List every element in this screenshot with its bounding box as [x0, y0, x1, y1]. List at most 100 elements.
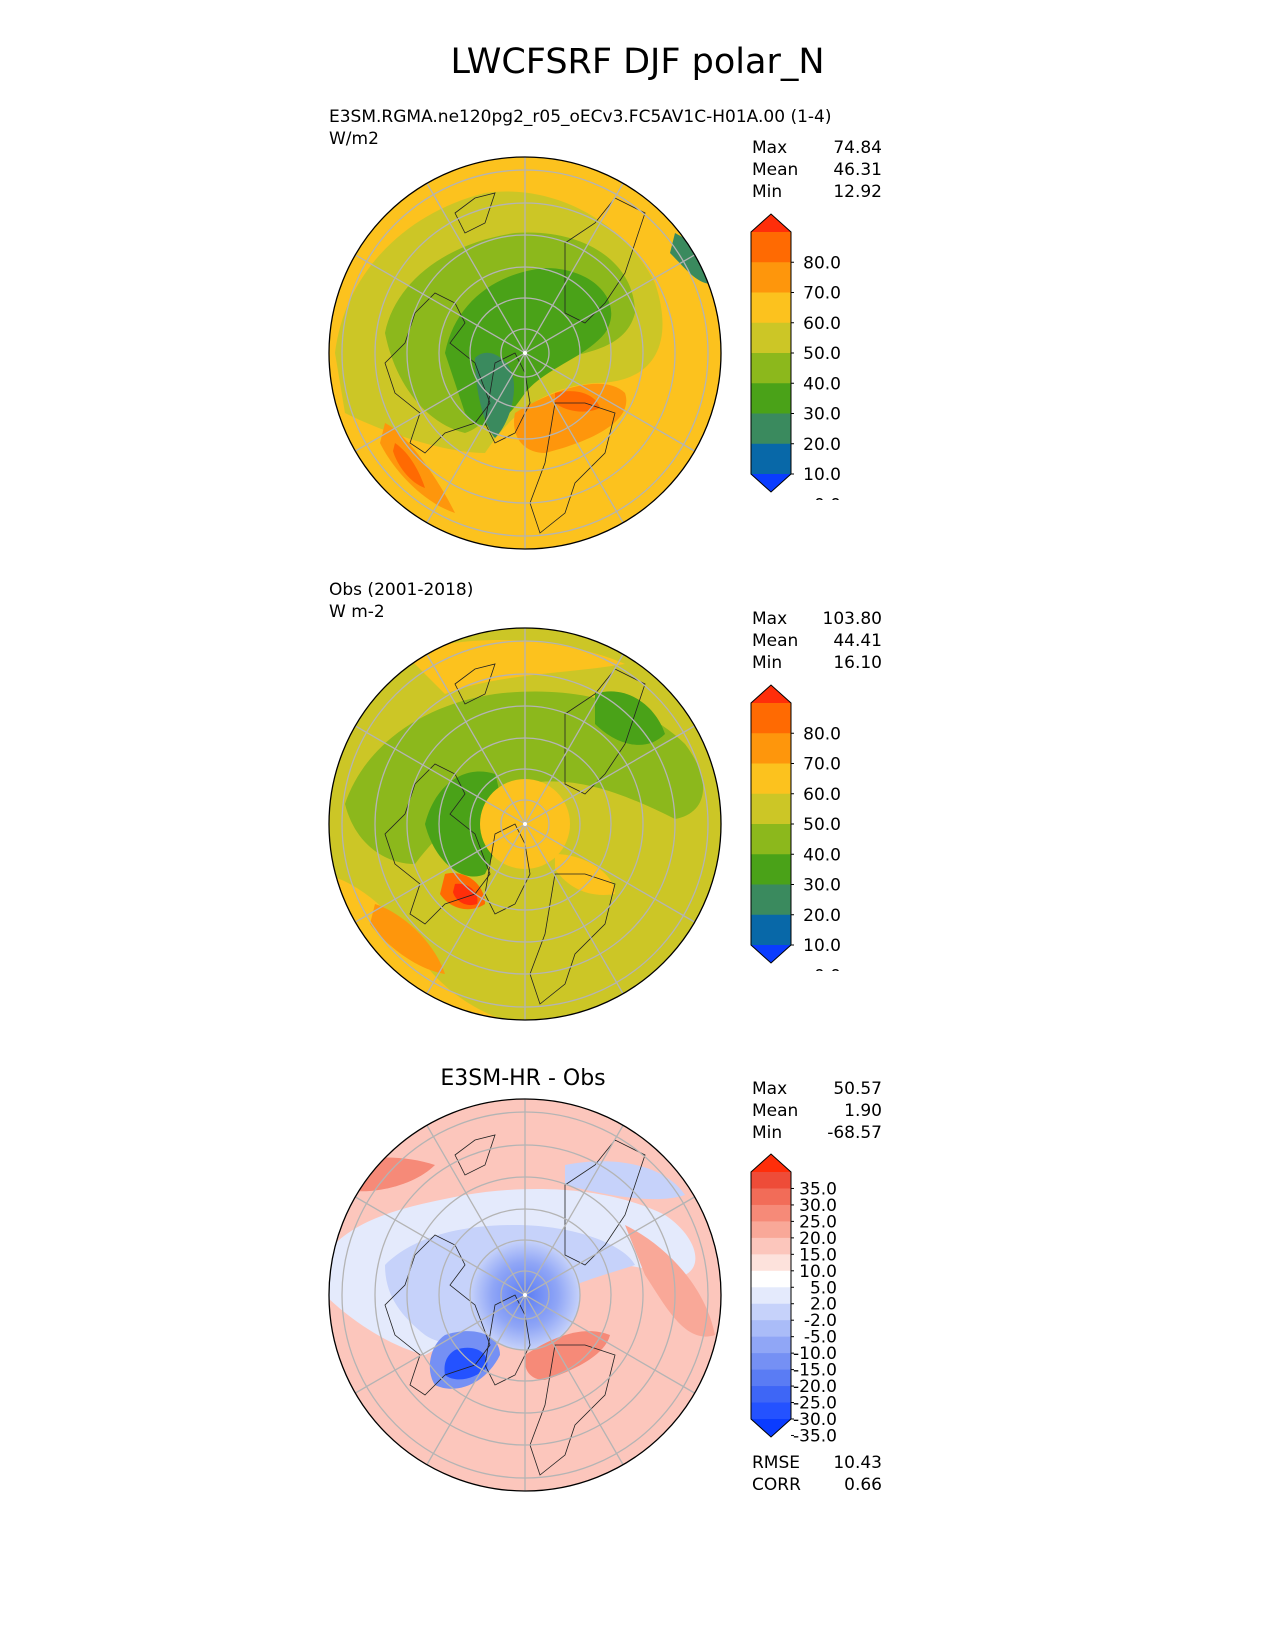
colorbar-tick-label: -2.0 [804, 1311, 837, 1331]
panel3-corr-value: 0.66 [844, 1475, 882, 1495]
colorbar-extend-min [751, 1419, 791, 1437]
colorbar-tick-label: 60.0 [803, 785, 841, 805]
colorbar-tick-label: 60.0 [803, 314, 841, 334]
panel1-polar-map [328, 156, 722, 550]
panel1-colorbar: 80.0 70.0 60.0 50.0 40.0 30.0 20.0 10.0 0.0 [750, 213, 841, 500]
colorbar-tick-label: 70.0 [803, 284, 841, 304]
colorbar-segment [751, 1369, 791, 1387]
panel2-map-boundary [328, 627, 722, 1021]
colorbar-tick-label: 0.0 [814, 495, 841, 500]
panel1-units: W/m2 [329, 129, 379, 149]
panel2-coastline-alaska [454, 663, 496, 705]
colorbar-segment [751, 733, 791, 764]
panel3-colorbar: 35.030.025.020.015.010.05.02.0-2.0-5.0-1… [750, 1153, 837, 1445]
colorbar-segment [751, 1188, 791, 1206]
colorbar-segment [751, 1204, 791, 1222]
colorbar-segment [751, 1303, 791, 1321]
panel3-metrics: RMSE 10.43 CORR 0.66 [752, 1452, 882, 1496]
panel1-stat-mean-label: Mean [752, 160, 799, 180]
panel2-colorbar: 80.0 70.0 60.0 50.0 40.0 30.0 20.0 10.0 0.0 [750, 684, 841, 971]
panel3-rmse-value: 10.43 [833, 1453, 882, 1473]
panel3-contour-siberia-neg [565, 1161, 685, 1200]
colorbar-tick-label: -5.0 [804, 1328, 837, 1348]
panel1-stat-min-label: Min [752, 182, 783, 202]
colorbar-segment [751, 1402, 791, 1420]
colorbar-tick-label: 80.0 [803, 253, 841, 273]
colorbar-tick-label: 40.0 [803, 374, 841, 394]
colorbar-extend-min [751, 474, 791, 492]
colorbar-segment [751, 854, 791, 885]
panel2-stat-mean-label: Mean [752, 631, 799, 651]
colorbar-tick-label: 10.0 [803, 465, 841, 485]
colorbar-segment [751, 322, 791, 354]
panel3-coastline-europe [529, 1344, 616, 1476]
panel3-contour-pos15 [625, 1225, 715, 1337]
panel2-coastline-siberia [564, 668, 646, 795]
colorbar-tick-label: 50.0 [803, 815, 841, 835]
colorbar-segment [751, 824, 791, 855]
colorbar-segment [751, 262, 791, 293]
colorbar-tick-label: 50.0 [803, 344, 841, 364]
colorbar-tick-label: 2.0 [810, 1295, 837, 1315]
panel3-coastline-canada [384, 1234, 491, 1396]
panel1-contour-60b [380, 423, 455, 513]
panel1-coastline-alaska [454, 192, 496, 234]
colorbar-tick-label: -10.0 [793, 1344, 837, 1364]
panel2-polar-map [328, 627, 722, 1021]
colorbar-segment [751, 793, 791, 825]
panel1-contour-70b [393, 443, 425, 488]
panel2-contour-20b [595, 691, 665, 745]
panel1-stats: Max 74.84 Mean 46.31 Min 12.92 [752, 137, 882, 203]
panel1-coastline-greenland [484, 352, 531, 444]
panel3-corr-label: CORR [752, 1475, 801, 1495]
panel3-stat-mean-label: Mean [752, 1101, 799, 1121]
panel1-map-boundary [328, 156, 722, 550]
panel3-stat-max-label: Max [752, 1079, 788, 1099]
colorbar-segment [751, 292, 791, 324]
panel1-stat-min-value: 12.92 [833, 182, 882, 202]
panel3-map-boundary [328, 1098, 722, 1492]
panel1-coastline-europe [529, 402, 616, 534]
colorbar-tick-label: 30.0 [803, 405, 841, 425]
panel2-stat-min-label: Min [752, 653, 783, 673]
colorbar-segment [751, 1353, 791, 1371]
panel2-coastline-europe [529, 873, 616, 1005]
colorbar-segment [751, 443, 791, 475]
colorbar-segment [751, 1320, 791, 1338]
colorbar-segment [751, 1270, 791, 1288]
panel2-units: W m-2 [329, 602, 385, 622]
panel2-stat-mean-value: 44.41 [833, 631, 882, 651]
figure-title: LWCFSRF DJF polar_N [450, 42, 825, 82]
colorbar-segment [751, 232, 791, 263]
panel2-contour-50-europe [555, 854, 615, 895]
colorbar-segment [751, 703, 791, 734]
colorbar-tick-label: 30.0 [803, 876, 841, 896]
colorbar-tick-label: 35.0 [799, 1179, 837, 1199]
panel1-coastline-siberia [564, 197, 646, 324]
colorbar-tick-label: 10.0 [799, 1262, 837, 1282]
panel3-stat-min-value: -68.57 [827, 1123, 882, 1143]
panel2-stats: Max 103.80 Mean 44.41 Min 16.10 [752, 608, 882, 674]
panel2-stat-max-label: Max [752, 609, 788, 629]
panel2-coastline-canada [384, 763, 491, 925]
panel3-stats: Max 50.57 Mean 1.90 Min -68.57 [752, 1078, 882, 1144]
colorbar-tick-label: 20.0 [799, 1229, 837, 1249]
panel2-contour-80 [453, 883, 478, 906]
panel1-contour-60 [514, 383, 627, 453]
colorbar-tick-label: 5.0 [810, 1278, 837, 1298]
panel2-contour-60 [370, 904, 445, 974]
panel1-stat-max-value: 74.84 [833, 138, 882, 158]
colorbar-segment [751, 1254, 791, 1272]
panel2-stat-min-value: 16.10 [833, 653, 882, 673]
panel1-coastline-canada [384, 292, 491, 454]
panel3-rmse-label: RMSE [752, 1453, 801, 1473]
panel2-stat-max-value: 103.80 [822, 609, 882, 629]
panel1-stat-mean-value: 46.31 [833, 160, 882, 180]
panel3-title: E3SM-HR - Obs [440, 1066, 606, 1091]
panel3-polar-map [328, 1098, 722, 1492]
colorbar-tick-label: 0.0 [814, 966, 841, 971]
colorbar-tick-label: 10.0 [803, 936, 841, 956]
panel3-coastline-alaska [454, 1134, 496, 1176]
panel3-coastline-greenland [484, 1294, 531, 1386]
panel1-stat-max-label: Max [752, 138, 788, 158]
